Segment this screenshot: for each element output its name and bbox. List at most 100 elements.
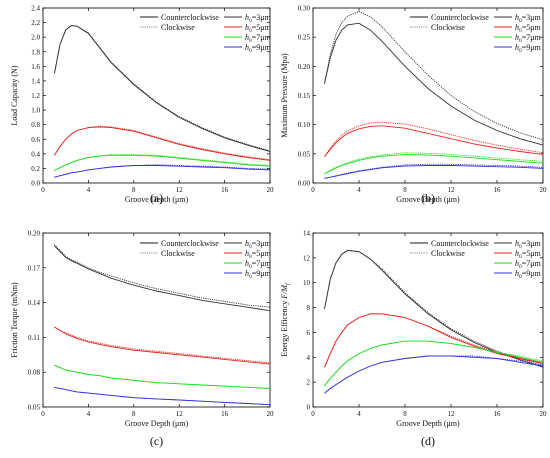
legend-label-counterclockwise: Counterclockwise <box>431 13 489 22</box>
legend-label-clockwise: Clockwise <box>431 249 465 258</box>
y-tick-label: 0.30 <box>298 5 311 13</box>
x-tick-label: 4 <box>357 410 361 418</box>
legend: CounterclockwiseClockwiseh0=3μmh0=5μmh0=… <box>140 13 272 54</box>
series-line-h3-counterclockwise <box>53 25 271 153</box>
x-tick-label: 8 <box>403 410 407 418</box>
y-tick-label: 0.17 <box>28 264 41 272</box>
x-tick-label: 0 <box>41 410 45 418</box>
x-tick-label: 12 <box>448 410 456 418</box>
x-tick-label: 4 <box>87 186 91 194</box>
series-line-h7-clockwise <box>324 340 544 387</box>
x-tick-label: 20 <box>540 186 548 194</box>
x-tick-label: 0 <box>311 410 315 418</box>
legend-label-h3: h0=3μm <box>515 13 542 24</box>
plot-frame <box>42 232 271 408</box>
y-tick-label: 0.15 <box>298 92 311 100</box>
y-tick-label: 2.0 <box>31 34 40 42</box>
legend-label-h9: h0=9μm <box>515 43 542 54</box>
y-tick-label: 0.20 <box>28 230 41 238</box>
legend-label-h3: h0=3μm <box>515 239 542 250</box>
legend-label-h7: h0=7μm <box>245 33 272 44</box>
x-axis-label: Groove Depth (μm) <box>396 195 460 204</box>
x-tick-label: 12 <box>176 410 184 418</box>
plot-frame <box>312 7 544 184</box>
x-tick-label: 12 <box>448 186 456 194</box>
x-axis-label: Groove Depth (μm) <box>396 419 460 428</box>
x-tick-label: 20 <box>267 410 275 418</box>
x-tick-label: 4 <box>87 410 91 418</box>
legend-label-h5: h0=5μm <box>515 23 542 34</box>
x-tick-label: 16 <box>494 410 502 418</box>
series-line-h7-counterclockwise <box>54 364 271 389</box>
series-line-h9-counterclockwise <box>54 165 271 178</box>
legend-label-counterclockwise: Counterclockwise <box>431 239 489 248</box>
series-line-h9-clockwise <box>54 164 271 178</box>
series-line-h3-counterclockwise <box>324 22 544 146</box>
x-tick-label: 12 <box>176 186 184 194</box>
series-line-h9-counterclockwise <box>54 386 271 406</box>
y-axis-label: Load Capacity (N) <box>10 65 19 125</box>
series-line-h9-clockwise <box>324 355 544 394</box>
y-tick-label: 1.6 <box>31 63 40 71</box>
series-line-h5-counterclockwise <box>324 313 544 368</box>
y-tick-label: 0.10 <box>298 121 311 129</box>
chart-panel-4: 0 4 8 12 16 20 0 2 4 6 8 10 12 14 Groove Depth (μm) Ene… <box>280 230 547 449</box>
y-tick-label: 0.4 <box>31 150 40 158</box>
panel-label: (b) <box>421 191 435 205</box>
y-tick-label: 8 <box>307 304 311 312</box>
y-tick-label: 12 <box>303 254 311 262</box>
legend-label-h7: h0=7μm <box>515 259 542 270</box>
series-line-h7-clockwise <box>54 154 271 171</box>
y-tick-label: 2.2 <box>31 19 40 27</box>
series-line-h7-counterclockwise <box>324 340 544 387</box>
x-axis-label: Groove Depth (μm) <box>125 419 189 428</box>
legend-label-counterclockwise: Counterclockwise <box>161 239 219 248</box>
y-tick-label: 0.14 <box>28 299 41 307</box>
legend-label-h7: h0=7μm <box>515 33 542 44</box>
series-line-h3-counterclockwise <box>54 245 271 312</box>
legend-label-h3: h0=3μm <box>245 13 272 24</box>
legend-label-h5: h0=5μm <box>245 249 272 260</box>
series-line-h3-counterclockwise <box>324 249 544 368</box>
legend-label-h5: h0=5μm <box>245 23 272 34</box>
x-tick-label: 0 <box>41 186 45 194</box>
y-axis-label: Maximum Pressure (Mpa) <box>280 53 289 138</box>
series-line-h5-counterclockwise <box>54 326 271 365</box>
legend-label-h9: h0=9μm <box>515 269 542 280</box>
series-line-h7-clockwise <box>324 152 544 175</box>
x-tick-label: 16 <box>221 186 229 194</box>
y-tick-label: 4 <box>307 354 311 362</box>
series-line-h5-counterclockwise <box>324 125 544 158</box>
y-tick-label: 0.08 <box>28 369 41 377</box>
legend: CounterclockwiseClockwiseh0=3μmh0=5μmh0=… <box>140 239 272 280</box>
panel-label: (d) <box>421 434 435 448</box>
x-tick-label: 16 <box>221 410 229 418</box>
y-tick-label: 10 <box>303 279 311 287</box>
chart-panel-1: 0 4 8 12 16 20 0.0 0.2 0.4 0.6 0.8 1.0 1.2 1.4 1.6 1.8 2… <box>10 5 274 206</box>
y-tick-label: 2.4 <box>31 5 40 13</box>
legend-label-h9: h0=9μm <box>245 269 272 280</box>
y-tick-label: 0.25 <box>298 34 311 42</box>
y-tick-label: 0.6 <box>31 136 40 144</box>
panel-label: (c) <box>150 434 163 448</box>
plot-frame <box>42 7 271 184</box>
x-tick-label: 0 <box>311 186 315 194</box>
y-tick-label: 0.00 <box>298 180 311 188</box>
plot-frame <box>312 232 544 408</box>
series-line-h7-counterclockwise <box>324 153 544 175</box>
y-tick-label: 1.8 <box>31 48 40 56</box>
y-tick-label: 2 <box>307 379 311 387</box>
legend-label-h5: h0=5μm <box>515 249 542 260</box>
y-tick-label: 0.0 <box>31 180 40 188</box>
series-line-h5-clockwise <box>54 125 271 161</box>
y-tick-label: 14 <box>303 230 311 238</box>
series-line-h3-clockwise <box>54 244 271 308</box>
y-tick-label: 6 <box>307 329 311 337</box>
y-tick-label: 0.11 <box>28 334 40 342</box>
series-line-h7-counterclockwise <box>54 154 271 171</box>
series-line-h9-counterclockwise <box>324 355 544 394</box>
legend: CounterclockwiseClockwiseh0=3μmh0=5μmh0=… <box>410 13 542 54</box>
panel-label: (a) <box>150 191 163 205</box>
